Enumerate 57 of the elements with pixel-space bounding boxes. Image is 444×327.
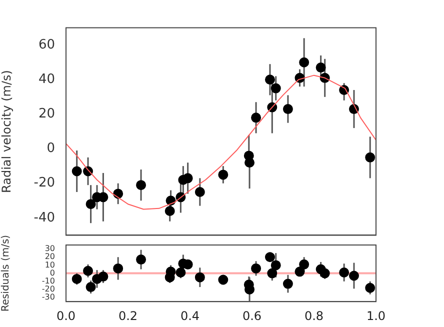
point [98, 272, 108, 282]
point [270, 260, 281, 270]
y-tick-label: -30 [42, 292, 55, 302]
point [251, 263, 262, 274]
point [320, 268, 330, 278]
point [136, 254, 146, 265]
y-tick-label: -20 [42, 284, 55, 294]
point [264, 252, 275, 262]
point [164, 206, 175, 216]
point [365, 282, 376, 293]
y-tick-label: 0 [50, 268, 55, 278]
y-axis-title: Radial velocity (m/s) [0, 70, 14, 193]
x-tick-label: 0.4 [180, 308, 200, 323]
point [282, 278, 293, 289]
point [166, 266, 176, 277]
point [218, 274, 228, 285]
y-tick-label: 30 [44, 244, 55, 254]
point [136, 180, 146, 190]
point [348, 270, 359, 281]
y-tick-label: 20 [38, 106, 55, 122]
point [270, 83, 281, 94]
point [299, 259, 310, 270]
point [282, 104, 293, 114]
point [182, 173, 193, 184]
y-tick-label: 10 [44, 260, 55, 270]
point [339, 267, 350, 278]
x-tick-label: 0.2 [118, 308, 138, 323]
x-tick-label: 0.6 [242, 308, 262, 323]
point [299, 57, 310, 68]
point [316, 62, 326, 73]
y-tick-label: 20 [44, 252, 55, 262]
y-tick-label: -10 [42, 276, 55, 286]
point [294, 266, 305, 277]
point [86, 199, 96, 210]
y-tick-label: 0 [46, 141, 55, 156]
y-axis-title: Residuals (m/s) [0, 234, 12, 312]
y-tick-label: -40 [34, 210, 55, 226]
point [113, 263, 124, 274]
y-tick-label: -20 [34, 176, 55, 191]
point [264, 74, 275, 85]
point [83, 266, 94, 276]
point [267, 268, 278, 278]
x-tick-label: 1.0 [366, 308, 386, 323]
point [72, 274, 82, 284]
point [86, 282, 96, 292]
point [251, 112, 262, 123]
y-tick-label: 40 [38, 72, 55, 88]
point [194, 272, 205, 282]
y-tick-label: 60 [38, 37, 55, 52]
point [176, 267, 186, 278]
point [218, 170, 228, 180]
point [194, 186, 205, 197]
point [72, 166, 82, 176]
x-tick-label: 0.0 [56, 308, 76, 323]
x-tick-label: 0.8 [304, 308, 324, 323]
point [244, 158, 255, 168]
point [365, 152, 376, 162]
